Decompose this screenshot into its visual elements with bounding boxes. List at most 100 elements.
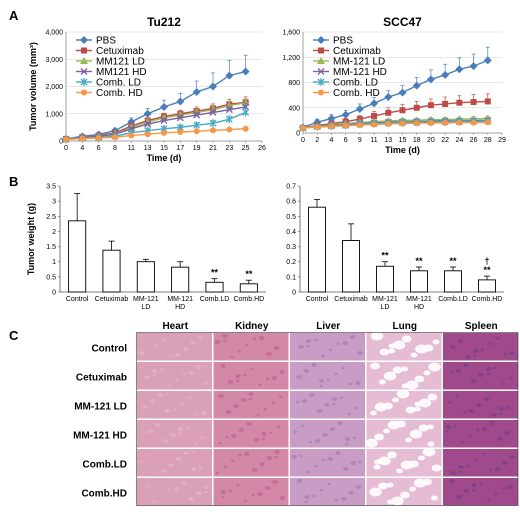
data-point [413, 104, 420, 111]
data-point [426, 75, 435, 84]
data-point [242, 125, 249, 132]
tissue-texture [344, 437, 351, 441]
tissue-texture [383, 371, 397, 381]
tissue-texture [422, 447, 436, 457]
data-point [355, 105, 364, 114]
significance-mark: ** [211, 268, 219, 278]
tissue-texture [369, 487, 382, 497]
tissue-texture [509, 351, 515, 355]
data-point [327, 114, 336, 123]
category-label: Control [66, 296, 89, 303]
row-label: Cetuximab [76, 373, 127, 384]
x-tick-label: 0 [64, 145, 68, 152]
tissue-texture [243, 373, 247, 377]
tissue-image [290, 420, 365, 448]
tissue-texture [296, 375, 302, 379]
tissue-texture [405, 380, 419, 390]
tissue-texture [321, 458, 326, 462]
column-header: Lung [393, 321, 417, 332]
data-point [160, 102, 168, 111]
tissue-texture [502, 461, 508, 465]
x-tick-label: 17 [176, 145, 184, 152]
bar [478, 279, 496, 293]
tissue-texture [191, 450, 195, 454]
data-point [413, 120, 420, 127]
tissue-texture [418, 455, 425, 461]
data-point [144, 120, 152, 128]
tissue-texture [301, 424, 305, 428]
x-tick-label: 18 [413, 137, 421, 144]
tissue-texture [273, 346, 280, 350]
bar-chart-tu212-weight: 0 0.5 1 1.5 2 2.5 3 3.5 Tumor weight (g) Control C… [26, 184, 266, 311]
tissue-texture [159, 368, 164, 372]
tissue-texture [334, 498, 339, 502]
y-tick-label: 800 [288, 80, 300, 87]
data-point [483, 56, 492, 65]
tissue-texture [253, 438, 260, 442]
legend-marker [317, 78, 325, 86]
tissue-texture [225, 410, 232, 414]
x-tick-label: 26 [258, 145, 266, 152]
significance-mark: ** [449, 256, 457, 266]
data-point [177, 129, 184, 136]
tissue-texture [162, 439, 169, 443]
tissue-texture [259, 462, 265, 466]
tissue-texture [465, 355, 471, 359]
tissue-texture [173, 487, 180, 491]
tissue-texture [222, 334, 228, 338]
legend-marker [80, 36, 88, 44]
tissue-texture [187, 396, 192, 400]
tissue-image [443, 478, 518, 506]
data-point [193, 128, 200, 135]
tissue-texture [409, 429, 423, 439]
bar [136, 261, 155, 293]
tissue-texture [476, 403, 482, 407]
legend-marker [81, 47, 87, 54]
tissue-texture [246, 422, 252, 426]
tissue-texture [365, 438, 378, 448]
significance-mark: ** [415, 256, 423, 266]
legend-marker [318, 47, 324, 54]
tissue-texture [489, 421, 495, 425]
tissue-texture [499, 412, 503, 416]
tissue-texture [463, 489, 470, 493]
y-tick-label: 0 [292, 290, 296, 297]
legend-label: Comb. HD [96, 88, 143, 99]
tissue-texture [415, 344, 428, 354]
data-point [384, 93, 393, 102]
tissue-texture [311, 363, 317, 367]
tissue-texture [423, 370, 431, 376]
y-tick-label: 2 [52, 229, 56, 236]
bar [68, 220, 87, 293]
tissue-texture [193, 442, 197, 446]
tissue-texture [298, 345, 304, 349]
tissue-texture [387, 451, 397, 459]
tissue-texture [244, 452, 250, 456]
legend-label: MM-121 LD [333, 57, 385, 68]
tissue-texture [486, 498, 491, 502]
tissue-texture [223, 465, 227, 469]
tissue-texture [458, 465, 464, 469]
tissue-texture [336, 342, 340, 346]
data-point [193, 111, 201, 119]
tissue-texture [334, 372, 338, 376]
tissue-texture [258, 383, 262, 387]
data-point [469, 62, 478, 71]
data-point [225, 115, 233, 124]
tissue-texture [248, 392, 254, 396]
tissue-texture [400, 491, 410, 499]
tissue-texture [488, 468, 493, 472]
tissue-texture [378, 482, 388, 490]
tissue-texture [145, 484, 149, 488]
y-tick-label: 0.1 [286, 274, 296, 281]
y-tick-label: 0.4 [286, 229, 296, 236]
data-point [192, 87, 201, 96]
tissue-texture [396, 468, 403, 474]
bar [205, 281, 224, 293]
tissue-texture [304, 500, 309, 504]
tissue-texture [142, 405, 148, 409]
category-label: MM-121 [167, 296, 193, 303]
tissue-texture [374, 459, 381, 465]
tissue-texture [296, 479, 303, 483]
